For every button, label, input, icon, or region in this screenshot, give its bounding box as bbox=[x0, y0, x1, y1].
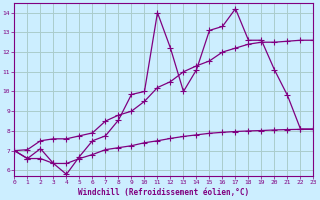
X-axis label: Windchill (Refroidissement éolien,°C): Windchill (Refroidissement éolien,°C) bbox=[78, 188, 250, 197]
